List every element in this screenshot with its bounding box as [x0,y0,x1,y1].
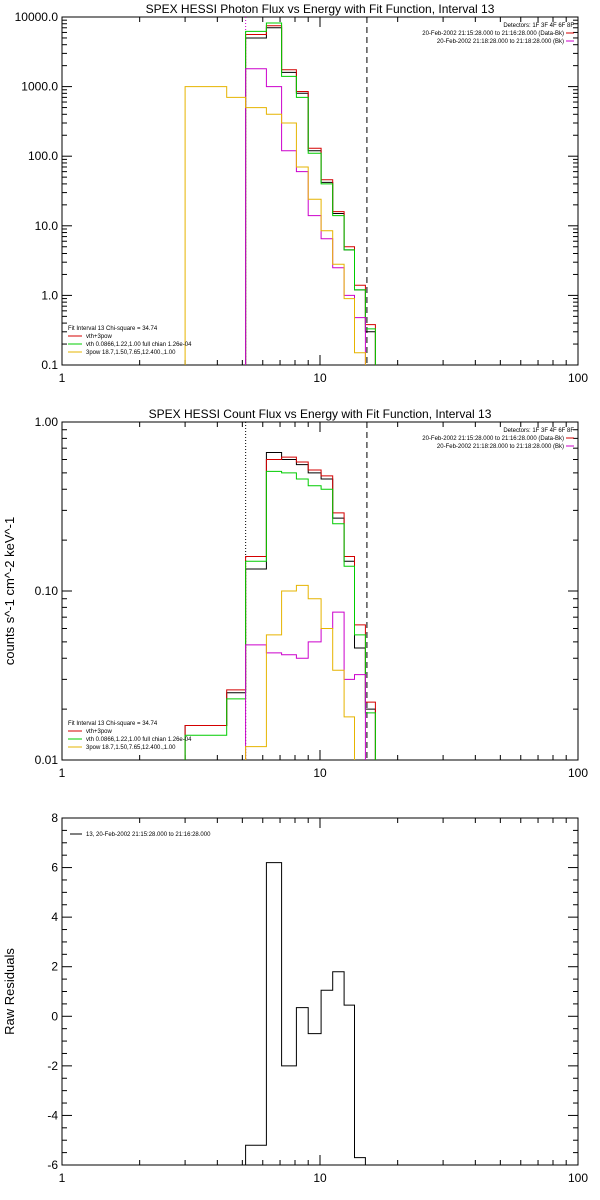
y-tick-label: 1.00 [35,415,59,429]
y-tick-label: 10.0 [35,219,59,233]
x-axis: 1 10 100 [59,17,588,385]
x-tick-label: 1 [59,1171,66,1185]
plot-frame [61,817,579,1166]
fit-chi-square-label: Fit Interval 13 Chi-square = 34.74 [68,721,158,727]
y-tick-label: 1000.0 [21,80,58,94]
legend-entry: 13, 20-Feb-2002 21:15:28.000 to 21:16:28… [86,832,211,838]
series-4-line [245,611,366,760]
detectors-label: Detectors: 1F 3F 4F 6F 8F [503,23,574,29]
y-tick-label: 0.1 [41,358,58,372]
legend-entry: 3pow 18.7,1.50,7.65,12.400.,1.00 [86,350,176,356]
series-4-line [245,68,366,365]
y-tick-label: 8 [51,811,58,825]
time-interval-label: 20-Feb-2002 21:15:28.000 to 21:16:28.000… [422,31,564,37]
series-2-line [245,25,376,365]
legend-entry: vth 0.0866,1.22,1.00 full chian 1.26e-04 [86,342,192,348]
y-tick-label: -6 [47,1158,58,1172]
x-tick-label: 100 [568,371,588,385]
legend-entry: vth+3pow [86,729,113,735]
time-interval-label: 20-Feb-2002 21:15:28.000 to 21:16:28.000… [422,436,564,442]
series-5-line [245,584,355,760]
y-axis: -6 -4 -2 0 2 4 6 8 [47,811,578,1172]
x-tick-label: 100 [568,1171,588,1185]
y-tick-label: 2 [51,960,58,974]
y-axis-label: Raw Residuals [2,948,17,1035]
legend-entry: 3pow 18.7,1.50,7.65,12.400.,1.00 [86,745,176,751]
detectors-label: Detectors: 1F 3F 4F 6F 8F [503,428,574,434]
series-1-line [245,862,366,1165]
chart-title: SPEX HESSI Count Flux vs Energy with Fit… [149,407,492,421]
y-tick-label: -2 [47,1059,58,1073]
chart-panel-3: 1 10 100 -6 -4 -2 0 2 4 6 8 Raw Residuals 13, 20-Feb… [2,811,588,1185]
chart-panel-1: SPEX HESSI Photon Flux vs Energy with Fi… [15,2,589,385]
legend-entry: vth 0.0866,1.22,1.00 full chian 1.26e-04 [86,737,192,743]
y-axis-label: counts s^-1 cm^-2 keV^-1 [2,517,17,665]
x-tick-label: 10 [313,371,327,385]
series-1-line [245,27,376,365]
series-3-line [245,22,376,365]
x-tick-label: 10 [313,1171,327,1185]
y-tick-label: 100.0 [28,149,58,163]
chart-panel-2: SPEX HESSI Count Flux vs Energy with Fit… [2,407,588,780]
x-tick-label: 10 [313,766,327,780]
x-axis: 1 10 100 [59,818,588,1185]
series-1-line [184,452,376,760]
fit-chi-square-label: Fit Interval 13 Chi-square = 34.74 [68,326,158,332]
y-tick-label: 1.0 [41,288,58,302]
y-tick-label: 0.01 [35,753,59,767]
series-5-line [184,86,366,365]
time-interval-label: 20-Feb-2002 21:18:28.000 to 21:18:28.000… [437,39,564,45]
x-tick-label: 1 [59,371,66,385]
y-tick-label: 4 [51,910,58,924]
y-tick-label: 0 [51,1009,58,1023]
y-tick-label: -4 [47,1108,58,1122]
time-interval-label: 20-Feb-2002 21:18:28.000 to 21:18:28.000… [437,444,564,450]
chart-title: SPEX HESSI Photon Flux vs Energy with Fi… [146,2,495,16]
series-2-line [184,456,376,760]
legend-entry: vth+3pow [86,334,113,340]
y-tick-label: 0.10 [35,584,59,598]
y-tick-label: 6 [51,861,58,875]
y-tick-label: 10000.0 [15,10,59,24]
plot-frame [61,16,579,366]
x-tick-label: 1 [59,766,66,780]
y-axis: 0.1 1.0 10.0 100.0 1000.0 10000.0 [15,10,578,372]
y-axis: 0.01 0.10 1.00 [35,415,578,767]
x-tick-label: 100 [568,766,588,780]
